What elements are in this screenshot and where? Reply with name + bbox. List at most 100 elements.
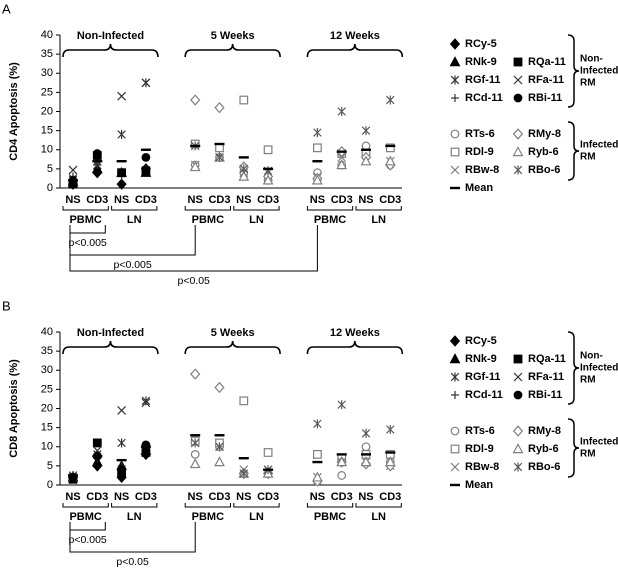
marker-shape xyxy=(513,390,523,400)
marker-shape xyxy=(311,471,323,482)
x-tick-label: NS xyxy=(188,194,203,206)
legend-label: RCd-11 xyxy=(465,92,503,104)
panel-letter: B xyxy=(2,298,11,313)
legend-marker xyxy=(512,128,524,140)
y-tick-label: 25 xyxy=(41,383,53,395)
marker-shape xyxy=(92,149,102,158)
legend-marker xyxy=(450,165,460,175)
marker-stroke xyxy=(117,405,127,415)
data-point xyxy=(239,396,249,406)
data-point xyxy=(386,95,395,105)
marker-shape xyxy=(513,354,523,364)
data-point xyxy=(239,164,249,174)
legend-group-label: Infected xyxy=(580,140,618,151)
x-tick-label: NS xyxy=(65,194,80,206)
significance-label: p<0.005 xyxy=(113,259,151,271)
x-tick-label: CD3 xyxy=(208,491,230,503)
legend-marker xyxy=(449,56,461,67)
x-tick-label: NS xyxy=(358,491,373,503)
data-point xyxy=(336,159,348,170)
legend-group-label: RM xyxy=(580,375,596,386)
data-point xyxy=(311,174,323,185)
marker-shape xyxy=(385,143,395,153)
legend-marker xyxy=(450,426,460,436)
y-tick-label: 30 xyxy=(41,364,53,376)
data-point xyxy=(313,143,322,153)
y-tick-label: 25 xyxy=(41,86,53,98)
legend-marker xyxy=(513,165,523,175)
legend-marker xyxy=(513,390,523,400)
data-point xyxy=(117,465,126,475)
y-tick-label: 5 xyxy=(47,163,53,175)
marker-shape xyxy=(263,448,273,457)
data-point xyxy=(311,471,323,482)
tissue-bracket xyxy=(62,206,109,211)
data-point xyxy=(214,456,225,467)
marker-shape xyxy=(360,456,372,467)
marker-shape xyxy=(238,170,250,181)
y-tick-label: 5 xyxy=(47,460,53,472)
x-tick-label: CD3 xyxy=(331,194,353,206)
x-tick-label: NS xyxy=(236,194,251,206)
data-point xyxy=(92,438,102,448)
data-point xyxy=(337,471,347,480)
legend-group-label: Non- xyxy=(580,54,603,65)
legend-group-label: Infected xyxy=(580,437,618,448)
marker-shape xyxy=(360,155,372,166)
legend-label: Mean xyxy=(465,182,493,194)
legend-group-label: RM xyxy=(580,449,596,460)
marker-shape xyxy=(361,442,371,452)
data-point xyxy=(189,458,201,469)
legend-group-label: RM xyxy=(580,78,596,89)
marker-shape xyxy=(450,129,460,139)
marker-shape xyxy=(214,456,225,467)
x-tick-label: CD3 xyxy=(86,194,108,206)
x-tick-label: NS xyxy=(310,491,325,503)
legend-label: RBw-8 xyxy=(465,461,499,473)
legend-label: RBo-6 xyxy=(528,461,560,473)
legend-marker xyxy=(512,146,524,157)
marker-stroke xyxy=(117,91,127,101)
legend-label: RBi-11 xyxy=(528,389,562,401)
marker-stroke xyxy=(450,165,460,175)
legend-marker xyxy=(450,129,460,139)
legend-marker xyxy=(451,94,459,102)
legend-label: RMy-8 xyxy=(528,128,561,140)
legend-marker xyxy=(512,425,524,437)
group-header: Non-Infected xyxy=(77,327,144,339)
data-point xyxy=(263,145,273,155)
legend-marker xyxy=(449,353,461,364)
tissue-bracket xyxy=(355,503,402,508)
legend-label: RTs-6 xyxy=(465,128,495,140)
group-header: 12 Weeks xyxy=(330,30,380,42)
x-tick-label: NS xyxy=(188,491,203,503)
data-point xyxy=(92,149,102,158)
tissue-label: LN xyxy=(249,511,264,523)
marker-shape xyxy=(513,57,523,67)
data-point xyxy=(117,405,127,415)
data-point xyxy=(360,456,372,467)
marker-shape xyxy=(214,381,225,394)
data-point xyxy=(117,168,126,178)
tissue-label: PBMC xyxy=(69,214,101,226)
legend-group-label: Non- xyxy=(580,351,603,362)
y-axis-label: CD8 Apoptosis (%) xyxy=(8,359,20,458)
data-point xyxy=(239,95,249,105)
data-point xyxy=(141,398,151,408)
legend-brace xyxy=(567,331,580,405)
marker-shape xyxy=(263,145,273,155)
legend-marker xyxy=(450,372,460,382)
data-point xyxy=(141,152,151,162)
significance-label: p<0.005 xyxy=(69,237,107,249)
data-point xyxy=(238,170,250,181)
tissue-bracket xyxy=(111,503,158,508)
data-point xyxy=(384,456,396,467)
legend-group-label: Infected xyxy=(580,66,618,77)
y-tick-label: 10 xyxy=(41,441,53,453)
marker-stroke xyxy=(68,165,78,175)
marker-shape xyxy=(189,458,201,469)
x-tick-label: CD3 xyxy=(331,491,353,503)
tissue-bracket xyxy=(62,503,109,508)
legend-label: RDl-9 xyxy=(465,146,494,158)
legend-label: RBo-6 xyxy=(528,164,560,176)
